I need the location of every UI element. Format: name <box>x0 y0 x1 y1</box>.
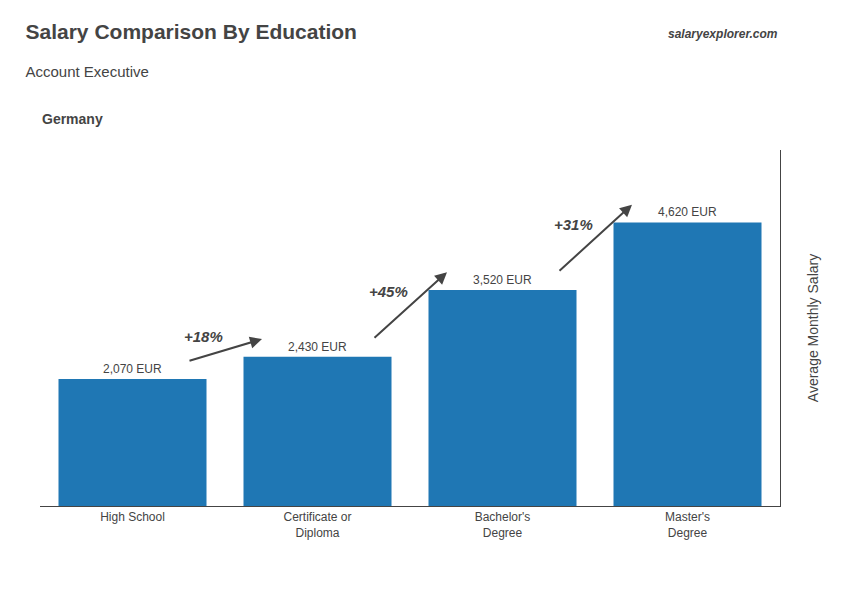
svg-text:salaryexplorer.com: salaryexplorer.com <box>668 27 778 41</box>
svg-text:+31%: +31% <box>554 216 593 233</box>
svg-text:High School: High School <box>100 510 165 524</box>
svg-text:4,620 EUR: 4,620 EUR <box>658 205 717 219</box>
svg-text:Germany: Germany <box>42 111 103 127</box>
svg-text:Certificate orDiploma: Certificate orDiploma <box>283 510 351 540</box>
svg-text:Salary Comparison By Education: Salary Comparison By Education <box>26 20 357 43</box>
svg-text:+45%: +45% <box>369 283 408 300</box>
svg-text:Master'sDegree: Master'sDegree <box>665 510 710 540</box>
svg-text:Bachelor'sDegree: Bachelor'sDegree <box>475 510 531 540</box>
svg-text:+18%: +18% <box>184 328 223 345</box>
svg-text:Account Executive: Account Executive <box>26 63 149 80</box>
svg-text:3,520 EUR: 3,520 EUR <box>473 273 532 287</box>
svg-text:2,070 EUR: 2,070 EUR <box>103 362 162 376</box>
svg-text:Average Monthly Salary: Average Monthly Salary <box>805 254 821 402</box>
svg-text:2,430 EUR: 2,430 EUR <box>288 340 347 354</box>
